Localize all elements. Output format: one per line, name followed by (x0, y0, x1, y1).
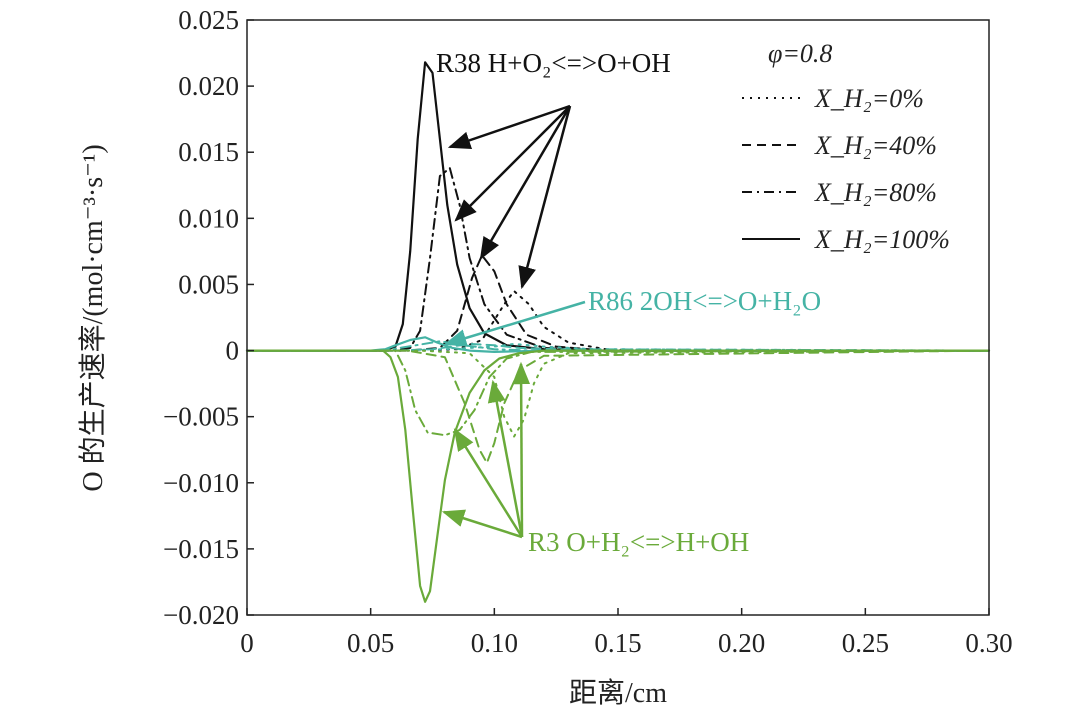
r38-arrows (447, 104, 572, 290)
legend-label-1: X_H₂=40% (814, 131, 937, 160)
r3-arrows (441, 361, 531, 539)
x-tick-label: 0.30 (965, 628, 1012, 658)
series-r3-h2-100 (245, 349, 991, 603)
series-r3-h2-0 (246, 349, 990, 438)
r38-arrow-100 (447, 104, 571, 149)
x-axis-title: 距离/cm (569, 677, 667, 709)
series-r86-h2-100 (245, 336, 991, 353)
x-tick-label: 0.10 (471, 628, 518, 658)
r38-arrow-0 (518, 105, 572, 290)
series-r86-h2-80 (246, 340, 990, 352)
y-tick-label: 0.015 (178, 137, 239, 167)
r3-arrow-0 (512, 361, 531, 538)
r3-arrow-100 (441, 509, 523, 539)
y-tick-label: 0.010 (178, 203, 239, 233)
ticks-layer: 0 0.05 0.10 0.15 0.20 0.25 0.30 −0.020 −0.015 −0.… (163, 5, 1013, 658)
x-tick-label: 0.25 (842, 628, 889, 658)
annotation-r86: R86 2OH<=>O+H₂O (588, 286, 821, 316)
legend-label-3: X_H₂=100% (814, 225, 950, 254)
condition-label: φ=0.8 (768, 39, 832, 68)
series-r3-h2-40 (246, 349, 990, 464)
r3-arrow-80 (453, 428, 524, 538)
annotation-r3: R3 O+H₂<=>H+OH (528, 527, 749, 557)
legend: X_H₂=0% X_H₂=40% X_H₂=80% X_H₂=100% (742, 84, 950, 254)
x-tick-label: 0.20 (718, 628, 765, 658)
x-tick-label: 0.05 (347, 628, 394, 658)
r38-arrow-40 (479, 105, 572, 260)
y-tick-label: −0.020 (163, 600, 239, 630)
y-tick-label: −0.005 (163, 402, 239, 432)
legend-label-0: X_H₂=0% (814, 84, 924, 113)
x-tick-label: 0.15 (594, 628, 641, 658)
y-tick-label: 0 (226, 336, 240, 366)
y-tick-label: 0.005 (178, 269, 239, 299)
r3-arrow-40 (487, 379, 524, 538)
annotation-r38: R38 H+O₂<=>O+OH (436, 48, 671, 78)
r38-arrow-80 (454, 105, 571, 222)
y-tick-label: 0.025 (178, 5, 239, 35)
r86-arrow (443, 300, 586, 347)
series-r38-h2-100 (245, 61, 991, 352)
y-axis-title: O 的生产速率/(mol·cm⁻³·s⁻¹) (77, 144, 109, 491)
y-tick-label: −0.015 (163, 534, 239, 564)
series-r3-h2-80 (246, 349, 990, 437)
y-tick-label: 0.020 (178, 71, 239, 101)
y-tick-label: −0.010 (163, 468, 239, 498)
x-tick-label: 0 (240, 628, 254, 658)
legend-label-2: X_H₂=80% (814, 178, 937, 207)
